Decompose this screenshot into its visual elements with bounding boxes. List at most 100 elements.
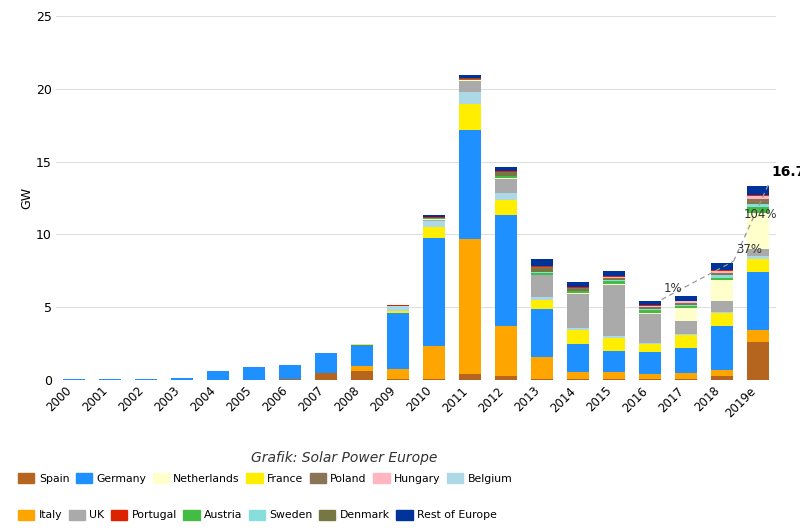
Y-axis label: GW: GW: [20, 187, 33, 209]
Bar: [603, 284, 625, 285]
Bar: [459, 129, 481, 239]
Bar: [747, 196, 769, 199]
Bar: [495, 200, 517, 215]
Bar: [675, 296, 697, 300]
Bar: [747, 259, 769, 272]
Bar: [567, 328, 589, 331]
Bar: [711, 312, 733, 313]
Bar: [495, 376, 517, 380]
Bar: [351, 344, 373, 345]
Bar: [603, 338, 625, 351]
Bar: [531, 300, 553, 309]
Bar: [675, 300, 697, 301]
Bar: [639, 379, 661, 380]
Bar: [495, 171, 517, 172]
Bar: [531, 297, 553, 300]
Bar: [567, 288, 589, 289]
Bar: [495, 179, 517, 193]
Bar: [711, 370, 733, 376]
Bar: [531, 259, 553, 266]
Bar: [711, 313, 733, 326]
Bar: [711, 263, 733, 270]
Bar: [603, 281, 625, 284]
Bar: [639, 374, 661, 379]
Bar: [711, 301, 733, 312]
Bar: [495, 178, 517, 179]
Bar: [459, 79, 481, 80]
Bar: [675, 301, 697, 303]
Bar: [459, 75, 481, 78]
Bar: [387, 369, 409, 379]
Bar: [603, 279, 625, 280]
Bar: [387, 306, 409, 310]
Bar: [531, 272, 553, 275]
Bar: [423, 219, 445, 220]
Bar: [603, 379, 625, 380]
Bar: [747, 272, 769, 330]
Bar: [567, 282, 589, 287]
Bar: [747, 256, 769, 259]
Bar: [459, 92, 481, 103]
Bar: [711, 275, 733, 278]
Text: 1%: 1%: [664, 282, 682, 295]
Text: 37%: 37%: [736, 243, 762, 256]
Bar: [603, 278, 625, 279]
Bar: [567, 344, 589, 372]
Bar: [675, 334, 697, 335]
Bar: [747, 199, 769, 203]
Bar: [495, 326, 517, 376]
Bar: [495, 166, 517, 171]
Bar: [423, 217, 445, 218]
Bar: [639, 314, 661, 343]
Bar: [207, 371, 229, 380]
Bar: [423, 220, 445, 221]
Bar: [567, 291, 589, 293]
Bar: [63, 379, 85, 380]
Bar: [639, 307, 661, 308]
Bar: [459, 78, 481, 79]
Bar: [423, 238, 445, 346]
Bar: [639, 313, 661, 314]
Bar: [675, 348, 697, 373]
Bar: [603, 277, 625, 278]
Bar: [315, 353, 337, 373]
Bar: [279, 364, 301, 380]
Bar: [531, 357, 553, 379]
Bar: [639, 343, 661, 344]
Bar: [567, 289, 589, 290]
Bar: [639, 305, 661, 306]
Bar: [711, 270, 733, 273]
Bar: [675, 308, 697, 321]
Bar: [675, 306, 697, 308]
Bar: [495, 215, 517, 326]
Bar: [639, 310, 661, 313]
Bar: [243, 367, 265, 380]
Bar: [747, 249, 769, 256]
Bar: [531, 309, 553, 357]
Bar: [531, 268, 553, 272]
Bar: [459, 80, 481, 81]
Bar: [567, 294, 589, 328]
Bar: [567, 379, 589, 380]
Bar: [675, 373, 697, 380]
Bar: [711, 376, 733, 380]
Bar: [603, 276, 625, 277]
Bar: [675, 305, 697, 306]
Bar: [387, 310, 409, 313]
Bar: [711, 273, 733, 275]
Bar: [747, 213, 769, 249]
Bar: [747, 342, 769, 380]
Bar: [531, 266, 553, 267]
Bar: [351, 371, 373, 380]
Bar: [603, 372, 625, 379]
Bar: [99, 379, 121, 380]
Bar: [567, 290, 589, 291]
Text: Grafik: Solar Power Europe: Grafik: Solar Power Europe: [251, 451, 437, 466]
Bar: [459, 374, 481, 380]
Bar: [387, 313, 409, 369]
Bar: [567, 331, 589, 344]
Bar: [531, 275, 553, 297]
Bar: [459, 103, 481, 129]
Bar: [423, 218, 445, 219]
Bar: [459, 239, 481, 374]
